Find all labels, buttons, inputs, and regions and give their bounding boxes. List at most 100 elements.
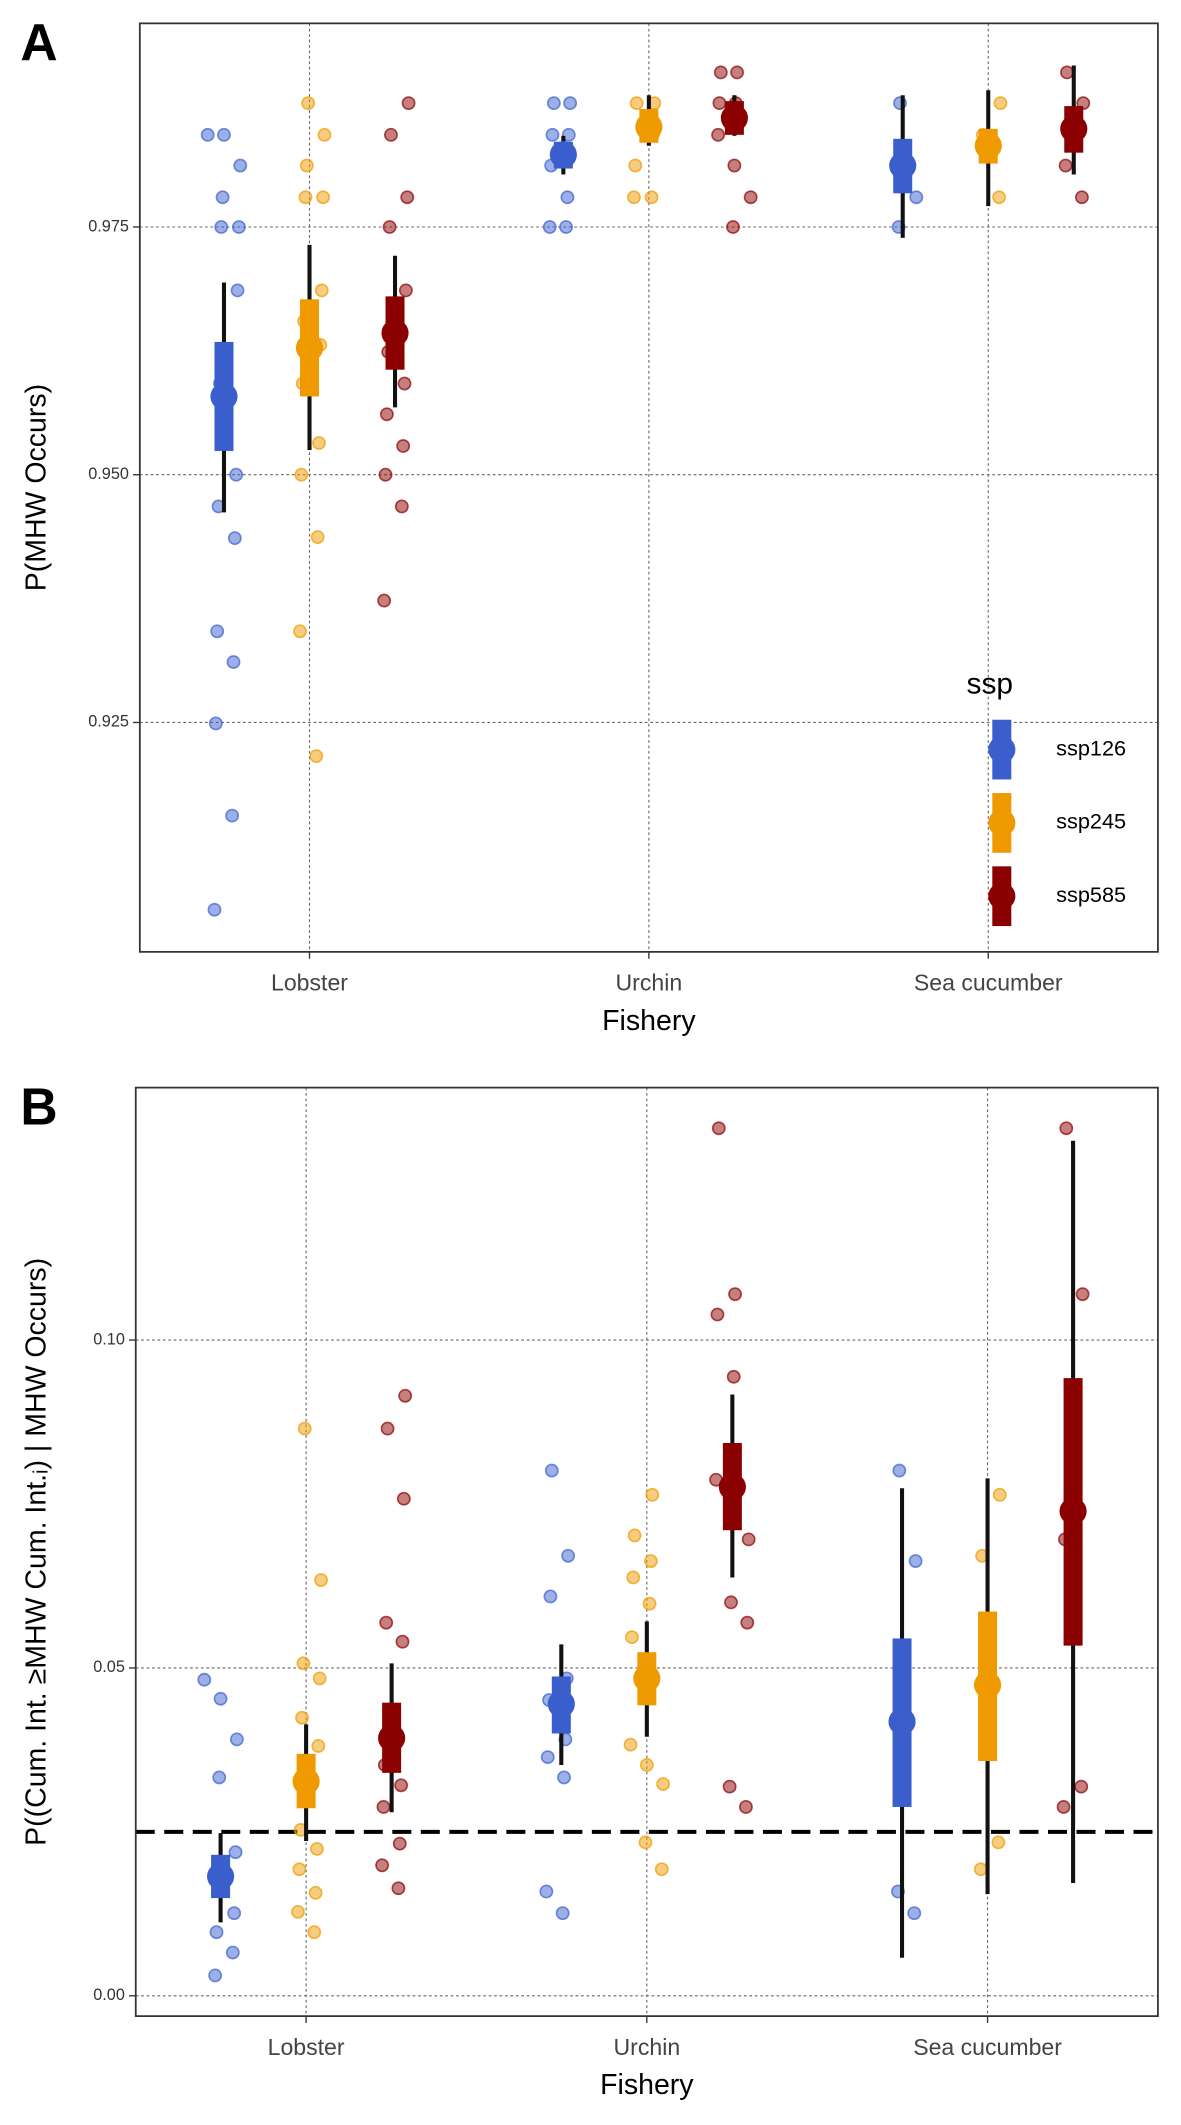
- plot-border: [134, 1086, 1159, 2018]
- raw-point: [1058, 158, 1073, 173]
- raw-point: [309, 749, 324, 764]
- x-tick-label: Urchin: [614, 2034, 681, 2060]
- raw-point: [384, 127, 398, 142]
- raw-point: [540, 1750, 555, 1765]
- raw-point: [993, 96, 1008, 111]
- x-axis-label: Fishery: [602, 1005, 696, 1037]
- raw-point: [639, 1758, 654, 1772]
- median-point: [292, 1767, 320, 1795]
- raw-point: [561, 127, 576, 142]
- raw-point: [401, 96, 416, 111]
- raw-point: [212, 1770, 227, 1785]
- raw-point: [296, 1656, 311, 1671]
- raw-point: [992, 190, 1007, 205]
- raw-point: [379, 407, 394, 422]
- raw-point: [395, 1634, 410, 1649]
- raw-point: [1059, 1121, 1074, 1136]
- median-point: [1060, 115, 1088, 143]
- raw-point: [209, 1925, 224, 1940]
- raw-point: [712, 96, 727, 111]
- raw-point: [654, 1862, 669, 1877]
- raw-point: [711, 127, 726, 142]
- raw-point: [992, 1487, 1007, 1502]
- x-tick-label: Sea cucumber: [914, 970, 1063, 996]
- raw-point: [643, 1554, 658, 1568]
- raw-point: [311, 1739, 326, 1753]
- raw-point: [376, 1800, 391, 1814]
- raw-point: [394, 499, 409, 514]
- median-point: [207, 1862, 235, 1891]
- raw-point: [314, 283, 329, 298]
- raw-point: [197, 1672, 212, 1687]
- raw-point: [724, 1595, 738, 1610]
- median-point: [974, 132, 1002, 160]
- raw-point: [645, 1487, 660, 1502]
- raw-point: [544, 1463, 559, 1478]
- raw-point: [233, 158, 248, 173]
- x-tick-label: Urchin: [616, 970, 683, 996]
- y-axis-label: P(MHW Occurs): [21, 384, 53, 591]
- raw-point: [991, 1835, 1006, 1850]
- raw-point: [907, 1906, 922, 1921]
- median-point: [295, 334, 324, 362]
- raw-point: [208, 716, 223, 731]
- raw-point: [227, 531, 242, 546]
- raw-point: [225, 1945, 240, 1960]
- raw-point: [892, 1463, 907, 1478]
- raw-point: [741, 1532, 756, 1547]
- raw-point: [711, 1121, 726, 1136]
- median-point: [973, 1671, 1002, 1699]
- raw-point: [545, 127, 560, 142]
- legend-label: ssp585: [1056, 882, 1126, 907]
- raw-point: [728, 1287, 742, 1302]
- raw-point: [207, 902, 222, 917]
- raw-point: [228, 1845, 243, 1860]
- panel-label: A: [20, 13, 57, 71]
- raw-point: [722, 1779, 737, 1794]
- raw-point: [377, 593, 392, 608]
- median-point: [888, 1708, 916, 1736]
- x-tick-label: Sea cucumber: [913, 2034, 1062, 2060]
- raw-point: [397, 376, 412, 391]
- raw-point: [1074, 190, 1089, 205]
- raw-point: [225, 808, 240, 823]
- raw-point: [624, 1630, 639, 1645]
- raw-point: [230, 283, 245, 298]
- y-tick-label: 0.00: [93, 1986, 125, 2004]
- raw-point: [1056, 1800, 1071, 1814]
- plot-border: [138, 22, 1159, 953]
- raw-point: [727, 158, 742, 173]
- raw-point: [909, 190, 924, 205]
- raw-point: [626, 1570, 641, 1585]
- x-axis-label: Fishery: [600, 2069, 694, 2101]
- median-point: [633, 1664, 661, 1692]
- raw-point: [627, 1528, 642, 1543]
- raw-point: [378, 467, 393, 482]
- y-tick-label: 0.925: [88, 713, 129, 731]
- raw-point: [307, 1925, 322, 1940]
- median-point: [549, 141, 577, 169]
- raw-point: [292, 1862, 307, 1877]
- raw-point: [314, 1573, 328, 1587]
- raw-point: [380, 1421, 395, 1436]
- raw-point: [973, 1862, 988, 1877]
- raw-point: [291, 1904, 305, 1919]
- y-tick-label: 0.950: [88, 465, 129, 483]
- raw-point: [301, 96, 316, 111]
- raw-point: [400, 190, 415, 205]
- raw-point: [563, 96, 578, 111]
- y-tick-label: 0.975: [88, 217, 129, 235]
- raw-point: [627, 190, 641, 205]
- raw-point: [213, 1691, 228, 1706]
- raw-point: [623, 1737, 638, 1752]
- legend-key-point: [988, 882, 1016, 910]
- raw-point: [231, 220, 246, 234]
- raw-point: [392, 1836, 407, 1851]
- legend-key-point: [988, 809, 1016, 837]
- raw-point: [642, 1596, 657, 1611]
- median-point: [889, 151, 917, 180]
- raw-point: [382, 220, 397, 234]
- raw-point: [908, 1554, 923, 1568]
